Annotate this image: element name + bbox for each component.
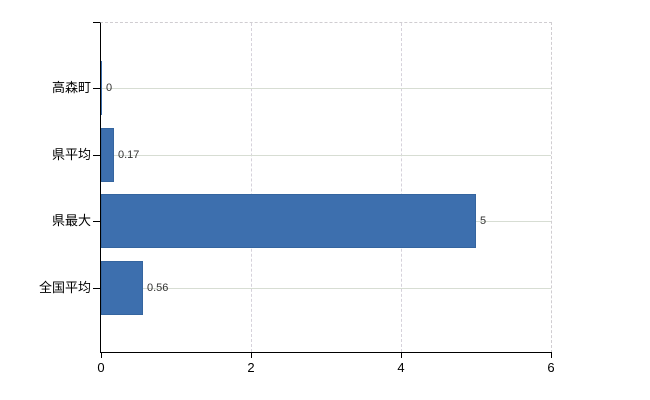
bar (101, 61, 102, 115)
y-axis-tick (93, 221, 100, 222)
y-axis-tick (93, 88, 100, 89)
x-axis-tick (401, 352, 402, 358)
bar (101, 128, 114, 182)
category-label: 県最大 (51, 213, 91, 228)
bar (101, 194, 476, 248)
h-gridline (101, 155, 551, 156)
y-axis-tick (93, 22, 100, 23)
bar (101, 261, 143, 315)
h-gridline (101, 88, 551, 89)
y-axis-tick (93, 288, 100, 289)
v-gridline (251, 23, 252, 352)
bar-value-label: 0.17 (118, 149, 140, 161)
bar-value-label: 5 (480, 215, 487, 227)
x-tick-label: 0 (97, 360, 105, 375)
category-label: 高森町 (51, 80, 91, 95)
x-axis-tick (101, 352, 102, 358)
x-axis-tick (551, 352, 552, 358)
x-axis-tick (251, 352, 252, 358)
category-label: 全国平均 (38, 280, 91, 295)
bar-value-label: 0 (106, 82, 113, 94)
y-axis-tick (93, 155, 100, 156)
x-tick-label: 4 (397, 360, 405, 375)
x-tick-label: 6 (547, 360, 555, 375)
x-tick-label: 2 (247, 360, 255, 375)
v-gridline (401, 23, 402, 352)
bar-value-label: 0.56 (147, 282, 169, 294)
h-gridline (101, 288, 551, 289)
plot-area: 0 0.17 5 0.56 (100, 22, 552, 353)
category-label: 県平均 (51, 147, 91, 162)
